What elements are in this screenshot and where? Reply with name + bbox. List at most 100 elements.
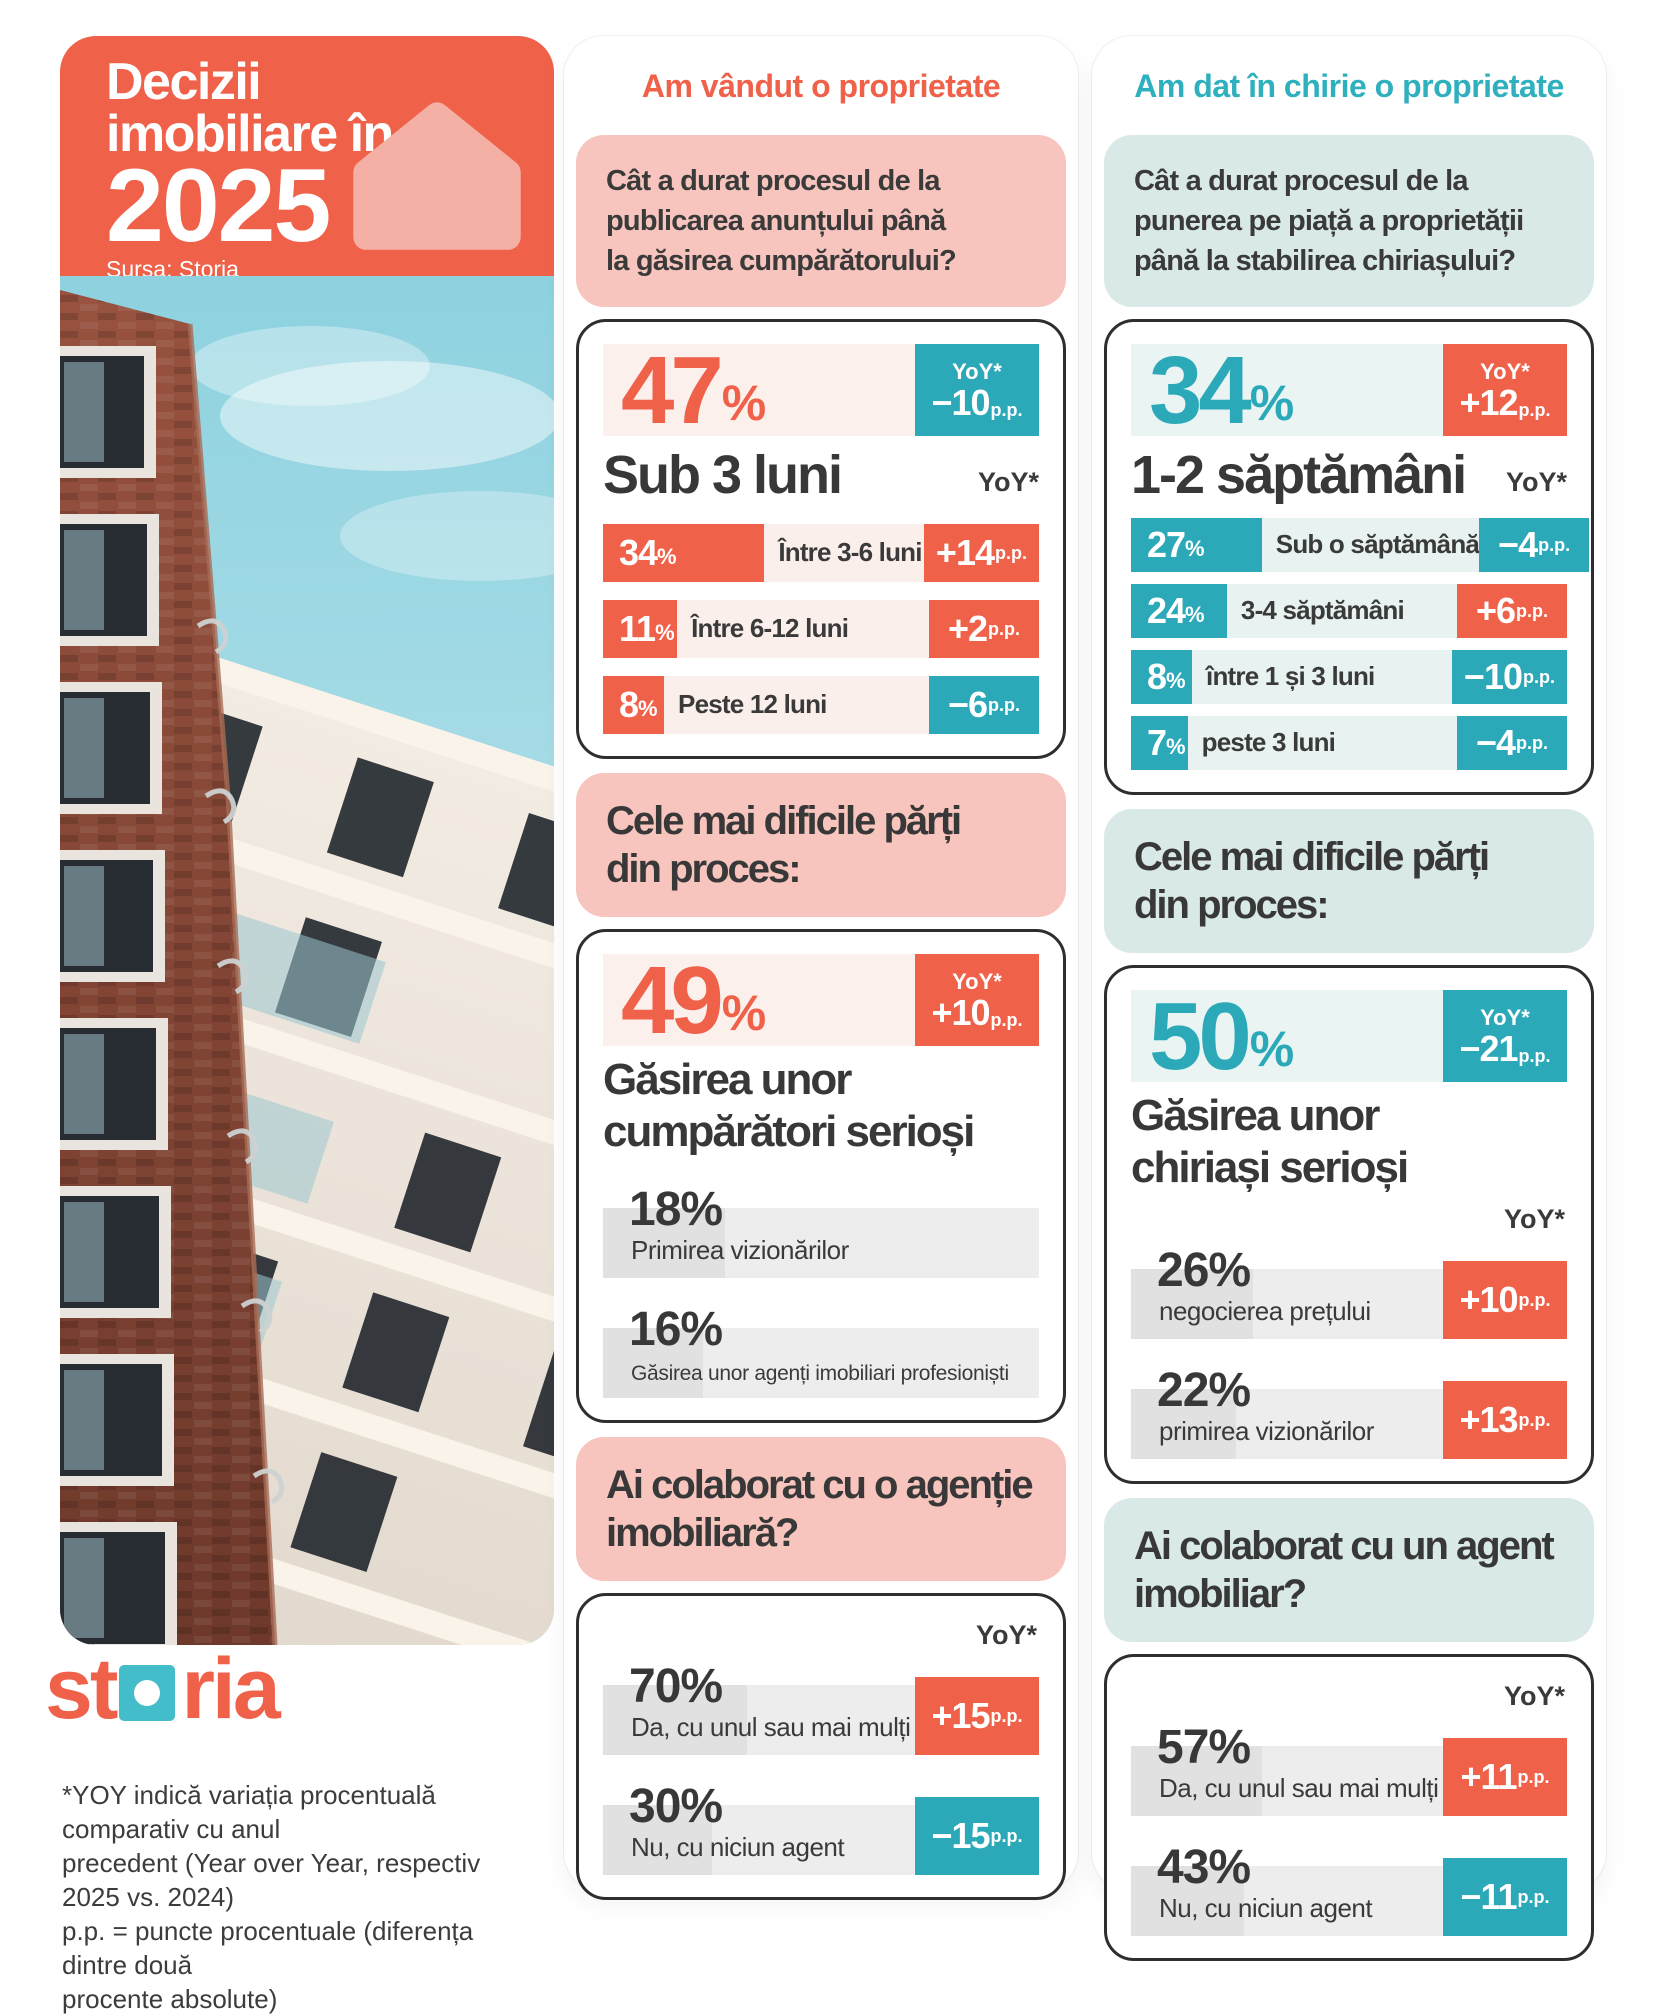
bar-fill: 8% xyxy=(603,675,665,734)
bar-row: 34% Între 3-6 luni +14 p.p. xyxy=(603,523,1039,582)
stat-label: negocierea prețului xyxy=(1159,1295,1371,1326)
question-line: punerea pe piață a proprietății xyxy=(1134,204,1524,237)
badge-value: −4 xyxy=(1475,721,1516,763)
yoy-change-badge: +13 p.p. xyxy=(1443,1380,1567,1459)
stat-track xyxy=(603,1327,1039,1398)
yoy-badge-label: YoY* xyxy=(1480,358,1530,384)
bar-row: 11% Între 6-12 luni +2 p.p. xyxy=(603,599,1039,658)
yoy-change-badge: −11 p.p. xyxy=(1443,1857,1567,1936)
bar-value: 7 xyxy=(1147,721,1167,763)
badge-value: +15 xyxy=(931,1694,990,1736)
badge-value: +13 xyxy=(1459,1398,1518,1440)
badge-value: +2 xyxy=(947,607,988,649)
stat-fill xyxy=(603,1804,712,1875)
heading-line: imobiliar? xyxy=(1134,1571,1307,1616)
stat-row: 18% Primirea vizionărilor xyxy=(603,1182,1039,1278)
yoy-change-badge: +2 p.p. xyxy=(929,599,1039,658)
headline-label-line: Găsirea unor xyxy=(1131,1090,1380,1140)
heading-line: din proces: xyxy=(606,846,802,891)
headline-stat: 47 % YoY* −10 p.p. xyxy=(603,336,1039,444)
headline-label: 1-2 săptămâni xyxy=(1131,444,1467,505)
yoy-badge-label: YoY* xyxy=(952,968,1002,994)
heading-line: Cele mai dificile părți xyxy=(606,798,962,843)
percent-sign: % xyxy=(1249,1020,1295,1077)
question-panel-sold: Cât a durat procesul de la publicarea an… xyxy=(576,134,1066,307)
badge-unit: p.p. xyxy=(1538,534,1571,555)
title-line-1: Decizii xyxy=(106,53,262,111)
stat-label: Primirea vizionărilor xyxy=(631,1234,849,1265)
bar-fill: 8% xyxy=(1131,649,1193,704)
yoy-change-badge: +10 p.p. xyxy=(1443,1260,1567,1339)
bar-row: 8% Peste 12 luni −6 p.p. xyxy=(603,675,1039,734)
badge-unit: p.p. xyxy=(988,694,1021,715)
yoy-column-label: YoY* xyxy=(975,1619,1037,1650)
yoy-badge-value: −10 xyxy=(931,381,990,423)
stat-fill xyxy=(1131,1268,1254,1339)
footnote-line: precedent (Year over Year, respectiv 202… xyxy=(62,1848,481,1912)
badge-value: −15 xyxy=(931,1814,990,1856)
percent-sign: % xyxy=(1166,733,1186,759)
badge-unit: p.p. xyxy=(988,618,1021,639)
stat-value: 26% xyxy=(1157,1243,1251,1297)
title-year: 2025 xyxy=(106,148,331,264)
question-line: la găsirea cumpărătorului? xyxy=(606,244,957,277)
difficult-parts-card-rented: 50 % YoY* −21 p.p. Găsirea unor chiriași … xyxy=(1104,964,1594,1484)
percent-sign: % xyxy=(721,984,767,1041)
bar-label: Între 3-6 luni xyxy=(778,537,922,568)
bar-label: între 1 și 3 luni xyxy=(1206,661,1375,692)
stat-value: 16% xyxy=(629,1302,723,1356)
bar-value: 8 xyxy=(1147,655,1167,697)
duration-chart-card-sold: 47 % YoY* −10 p.p. Sub 3 luni YoY* 34% În… xyxy=(576,318,1066,759)
yoy-change-badge: −10 p.p. xyxy=(1451,649,1567,704)
column-title-rented: Am dat în chirie o proprietate xyxy=(1134,68,1564,104)
stat-value: 43% xyxy=(1157,1840,1251,1894)
yoy-badge-label: YoY* xyxy=(952,358,1002,384)
stat-row: 26% negocierea prețului +10 p.p. xyxy=(1131,1243,1567,1339)
stat-value: 30% xyxy=(629,1779,723,1833)
bar-fill: 7% xyxy=(1131,715,1188,770)
stat-row: 16% Găsirea unor agenți imobiliari profe… xyxy=(603,1302,1039,1398)
bar-value: 8 xyxy=(619,683,639,725)
bar-value: 34 xyxy=(619,531,658,573)
badge-unit: p.p. xyxy=(1518,1289,1551,1310)
question-line: Cât a durat procesul de la xyxy=(1134,164,1469,197)
yoy-badge-unit: p.p. xyxy=(1518,1045,1551,1066)
headline-value: 34 xyxy=(1149,336,1252,444)
badge-value: −4 xyxy=(1498,523,1538,565)
yoy-column-label: YoY* xyxy=(1505,466,1567,497)
yoy-column-label: YoY* xyxy=(977,466,1039,497)
logo-o-square-icon xyxy=(119,1665,176,1721)
headline-value: 49 xyxy=(621,946,724,1054)
footnote-line: p.p. = puncte procentuale (diferența din… xyxy=(62,1916,474,1980)
heading-line: din proces: xyxy=(1134,882,1330,927)
badge-value: +10 xyxy=(1459,1278,1518,1320)
footnote-line: procente absolute) xyxy=(62,1984,278,2014)
yoy-badge-label: YoY* xyxy=(1480,1004,1530,1030)
section-heading-difficult: Cele mai dificile părți din proces: xyxy=(576,772,1066,917)
badge-unit: p.p. xyxy=(995,542,1027,563)
headline-label: Sub 3 luni xyxy=(603,444,843,505)
stat-label: Nu, cu niciun agent xyxy=(631,1831,845,1862)
percent-sign: % xyxy=(1249,374,1295,431)
yoy-badge-unit: p.p. xyxy=(990,399,1023,420)
heading-line: Ai colaborat cu o agenție xyxy=(606,1462,1034,1507)
infographic-page: { "colors":{"orange":"#F0614A","teal":"#… xyxy=(45,36,1594,2014)
stat-value: 22% xyxy=(1157,1363,1251,1417)
yoy-change-badge: +11 p.p. xyxy=(1443,1737,1567,1816)
footnote: *YOY indică variația procentuală compara… xyxy=(62,1778,542,2016)
section-heading-agency: Ai colaborat cu o agenție imobiliară? xyxy=(576,1436,1066,1581)
badge-value: +6 xyxy=(1475,589,1516,631)
yoy-badge: YoY* +10 p.p. xyxy=(915,953,1039,1046)
duration-chart-card-rented: 34 % YoY* +12 p.p. 1-2 săptămâni YoY* 27%… xyxy=(1104,318,1594,795)
headline-value: 47 xyxy=(621,336,724,444)
bar-value: 27 xyxy=(1147,523,1186,565)
yoy-badge: YoY* −21 p.p. xyxy=(1443,989,1567,1082)
stat-value: 18% xyxy=(629,1182,723,1236)
question-line: până la stabilirea chiriașului? xyxy=(1134,244,1516,277)
stat-fill xyxy=(603,1327,704,1398)
bar-label: Între 6-12 luni xyxy=(691,613,849,644)
title-block: Decizii imobiliare în 2025 Sursa: Storia xyxy=(60,36,554,282)
stat-fill xyxy=(1131,1745,1262,1816)
logo-text-st: st xyxy=(45,1641,118,1737)
yoy-change-badge: −4 p.p. xyxy=(1479,517,1590,572)
